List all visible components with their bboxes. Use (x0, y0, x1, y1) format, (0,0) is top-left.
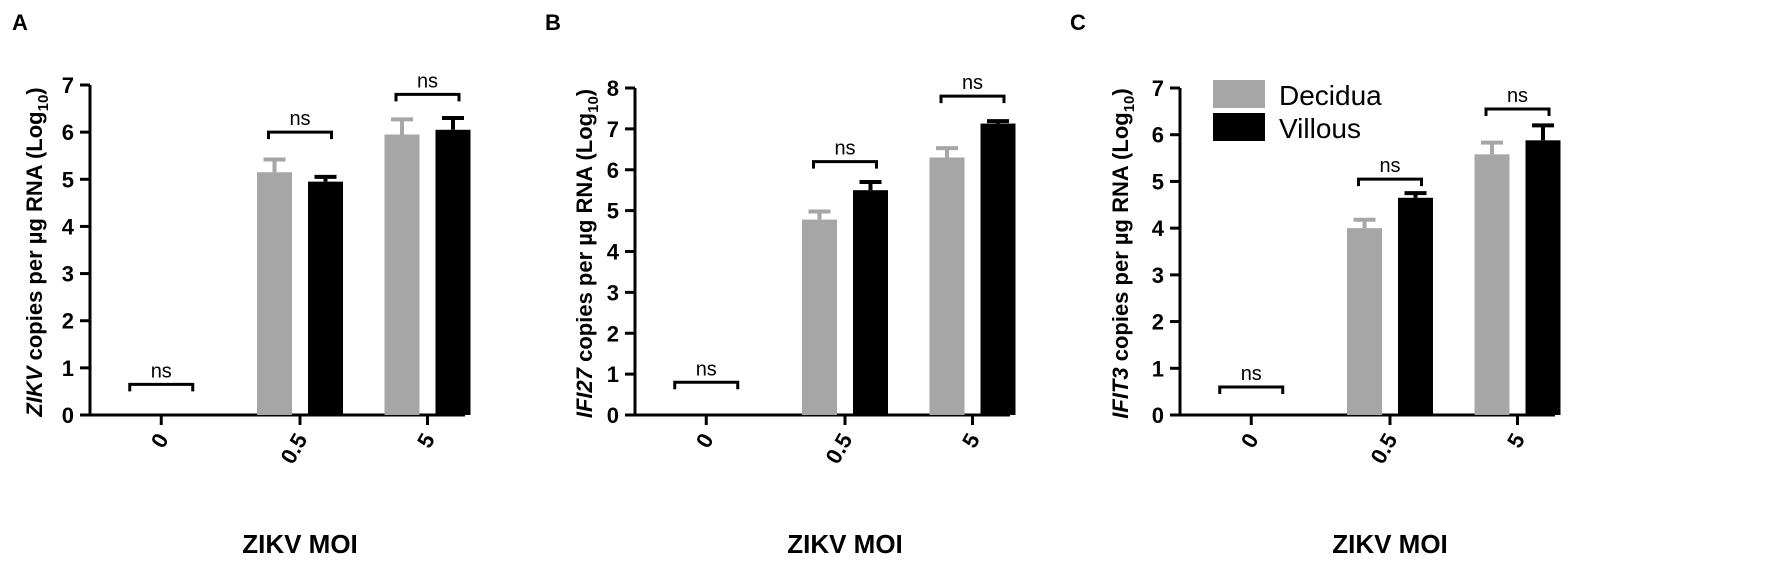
panel-a: A 0 1 2 3 4 5 6 7 ZIKV copies per µg RNA (Log10) 0… (12, 10, 471, 559)
y-tick-label: 7 (1152, 76, 1164, 101)
y-axis-label-text: copies per µg RNA (Log (1108, 112, 1133, 367)
y-tick-label: 8 (607, 76, 619, 101)
y-axis-label: IFI27 copies per µg RNA (Log10) (572, 89, 602, 418)
y-tick-label: 4 (1152, 216, 1165, 241)
bar-decidua (257, 172, 292, 415)
y-tick-label: 1 (62, 356, 74, 381)
bar-villous (1398, 197, 1433, 415)
panel-c: C 0 1 2 3 4 5 6 7 IFIT3 copies per µg RNA (Log10)… (1070, 10, 1561, 559)
significance-bracket (1218, 385, 1285, 394)
bar-decidua (1347, 228, 1382, 415)
x-tick-label: 0.5 (820, 429, 857, 468)
y-tick-label: 4 (607, 240, 620, 265)
significance-label: ns (1507, 85, 1528, 107)
y-tick-label: 2 (62, 309, 74, 334)
y-tick-label: 3 (62, 262, 74, 287)
x-tick-label: 0 (691, 429, 719, 452)
y-axis-label-text: copies per µg RNA (Log (572, 113, 597, 368)
significance-label: ns (962, 72, 983, 94)
y-tick-label: 3 (1152, 263, 1164, 288)
y-tick-label: 3 (607, 280, 619, 305)
y-axis-label-sub: 10 (585, 96, 602, 113)
bar-villous (435, 129, 471, 416)
y-tick-label: 0 (1152, 403, 1164, 428)
significance-bracket (128, 382, 195, 392)
y-tick-label: 7 (607, 117, 619, 142)
significance-bracket (394, 92, 461, 102)
significance-bracket (1484, 107, 1551, 117)
y-tick-label: 2 (607, 321, 619, 346)
y-tick-label: 5 (607, 199, 619, 224)
y-axis-label: IFIT3 copies per µg RNA (Log10) (1108, 88, 1138, 418)
bar-decidua (929, 157, 965, 416)
y-axis-label: ZIKV copies per µg RNA (Log10) (22, 87, 52, 417)
x-axis-label: ZIKV MOI (242, 529, 358, 559)
significance-bracket (812, 160, 878, 169)
significance-label: ns (1379, 155, 1400, 177)
significance-bracket (939, 94, 1006, 104)
x-tick-label: 0.5 (275, 429, 312, 468)
y-axis-label-gene: IFI27 (572, 366, 597, 418)
y-tick-label: 2 (1152, 310, 1164, 335)
x-tick-label: 0 (146, 429, 174, 452)
significance-label: ns (834, 138, 855, 160)
panel-label: A (12, 10, 28, 35)
y-tick-label: 6 (1152, 123, 1164, 148)
x-tick-label: 5 (412, 429, 440, 452)
y-tick-label: 6 (607, 158, 619, 183)
y-axis-label-text: copies per µg RNA (Log (22, 111, 47, 366)
y-axis-label-sub: 10 (1121, 96, 1138, 113)
x-tick-label: 5 (1502, 429, 1530, 452)
panel-label: B (545, 10, 561, 35)
y-axis-label-gene: IFIT3 (1108, 367, 1133, 418)
x-axis-label: ZIKV MOI (787, 529, 903, 559)
y-tick-label: 6 (62, 120, 74, 145)
y-axis-label-close: ) (22, 87, 47, 94)
bar-villous (853, 190, 888, 415)
significance-label: ns (696, 358, 717, 380)
significance-bracket (1357, 177, 1423, 187)
legend-swatch-villous (1213, 113, 1265, 141)
y-tick-label: 1 (607, 362, 619, 387)
bar-villous (980, 123, 1016, 415)
x-axis-label: ZIKV MOI (1332, 529, 1448, 559)
significance-label: ns (417, 70, 438, 92)
legend-label-decidua: Decidua (1279, 80, 1382, 111)
x-tick-label: 0.5 (1365, 429, 1402, 468)
significance-label: ns (289, 108, 310, 130)
significance-label: ns (1241, 363, 1262, 385)
y-axis-label-sub: 10 (35, 95, 52, 112)
significance-bracket (267, 130, 333, 140)
y-tick-label: 4 (62, 214, 75, 239)
legend-swatch-decidua (1213, 80, 1265, 108)
y-tick-label: 0 (607, 403, 619, 428)
y-tick-label: 5 (62, 167, 74, 192)
y-tick-label: 0 (62, 403, 74, 428)
y-tick-label: 1 (1152, 356, 1164, 381)
y-tick-label: 5 (1152, 169, 1164, 194)
bar-villous (1525, 140, 1561, 415)
significance-label: ns (151, 360, 172, 382)
significance-bracket (673, 380, 740, 390)
bar-villous (308, 181, 343, 415)
bar-decidua (384, 134, 420, 415)
y-axis-label-close: ) (1108, 88, 1133, 95)
y-axis-label-gene: ZIKV (22, 364, 47, 417)
bar-decidua (1474, 154, 1510, 415)
panel-label: C (1070, 10, 1086, 35)
x-tick-label: 0 (1236, 429, 1264, 452)
y-tick-label: 7 (62, 73, 74, 98)
y-axis-label-close: ) (572, 89, 597, 96)
x-tick-label: 5 (957, 429, 985, 452)
legend-label-villous: Villous (1279, 113, 1361, 144)
bar-decidua (802, 219, 837, 415)
